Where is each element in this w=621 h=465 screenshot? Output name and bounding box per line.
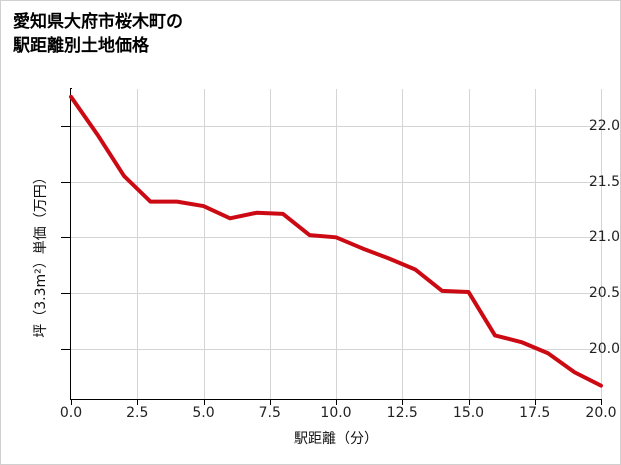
y-axis-label: 坪（3.3m²）単価（万円） xyxy=(33,170,49,338)
plot-area xyxy=(71,89,602,399)
x-axis-tick xyxy=(336,400,337,405)
line-series xyxy=(69,94,603,388)
x-axis-tick-label: 12.5 xyxy=(386,405,418,421)
x-axis-tick xyxy=(402,400,404,405)
y-axis-tick xyxy=(61,125,70,127)
x-axis-tick-label: 20.0 xyxy=(585,405,617,421)
data-line xyxy=(69,94,603,388)
page-title: 愛知県大府市桜木町の 駅距離別土地価格 xyxy=(13,12,183,57)
x-axis-tick xyxy=(468,400,470,405)
x-axis-tick-label: 5.0 xyxy=(192,405,215,421)
x-axis-tick xyxy=(203,400,205,405)
gridline-vertical xyxy=(203,89,205,399)
y-axis-tick xyxy=(61,348,70,350)
gridline-vertical xyxy=(336,89,337,399)
x-axis-tick-label: 10.0 xyxy=(320,405,352,421)
y-axis-tick-label: 20.5 xyxy=(588,285,620,302)
y-axis-tick-label: 21.0 xyxy=(588,229,620,246)
y-axis-tick-label: 22.0 xyxy=(588,117,620,134)
x-axis-tick-label: 17.5 xyxy=(519,405,551,421)
gridline-vertical xyxy=(534,89,536,399)
x-axis-tick xyxy=(137,400,139,405)
x-axis-tick-label: 2.5 xyxy=(126,405,149,421)
x-axis-tick xyxy=(534,400,536,405)
y-axis-tick xyxy=(61,237,70,239)
gridline-vertical xyxy=(601,89,602,399)
gridline-vertical xyxy=(468,89,470,399)
x-axis-tick xyxy=(71,400,72,405)
gridline-vertical xyxy=(137,89,139,399)
y-axis-tick-label: 20.0 xyxy=(588,340,620,357)
x-axis-spine xyxy=(70,398,602,400)
y-axis-tick xyxy=(61,181,70,183)
x-axis-label: 駅距離（分） xyxy=(294,431,378,447)
x-axis-tick-label: 0.0 xyxy=(59,405,83,421)
x-axis-tick xyxy=(601,400,602,405)
x-axis-tick-label: 15.0 xyxy=(452,405,485,421)
y-axis-tick-label: 21.5 xyxy=(588,173,620,190)
x-axis-tick xyxy=(269,400,271,405)
y-axis-tick xyxy=(61,293,70,295)
x-axis-tick-label: 7.5 xyxy=(258,405,281,421)
gridline-vertical xyxy=(269,89,271,399)
gridline-vertical xyxy=(402,89,404,399)
